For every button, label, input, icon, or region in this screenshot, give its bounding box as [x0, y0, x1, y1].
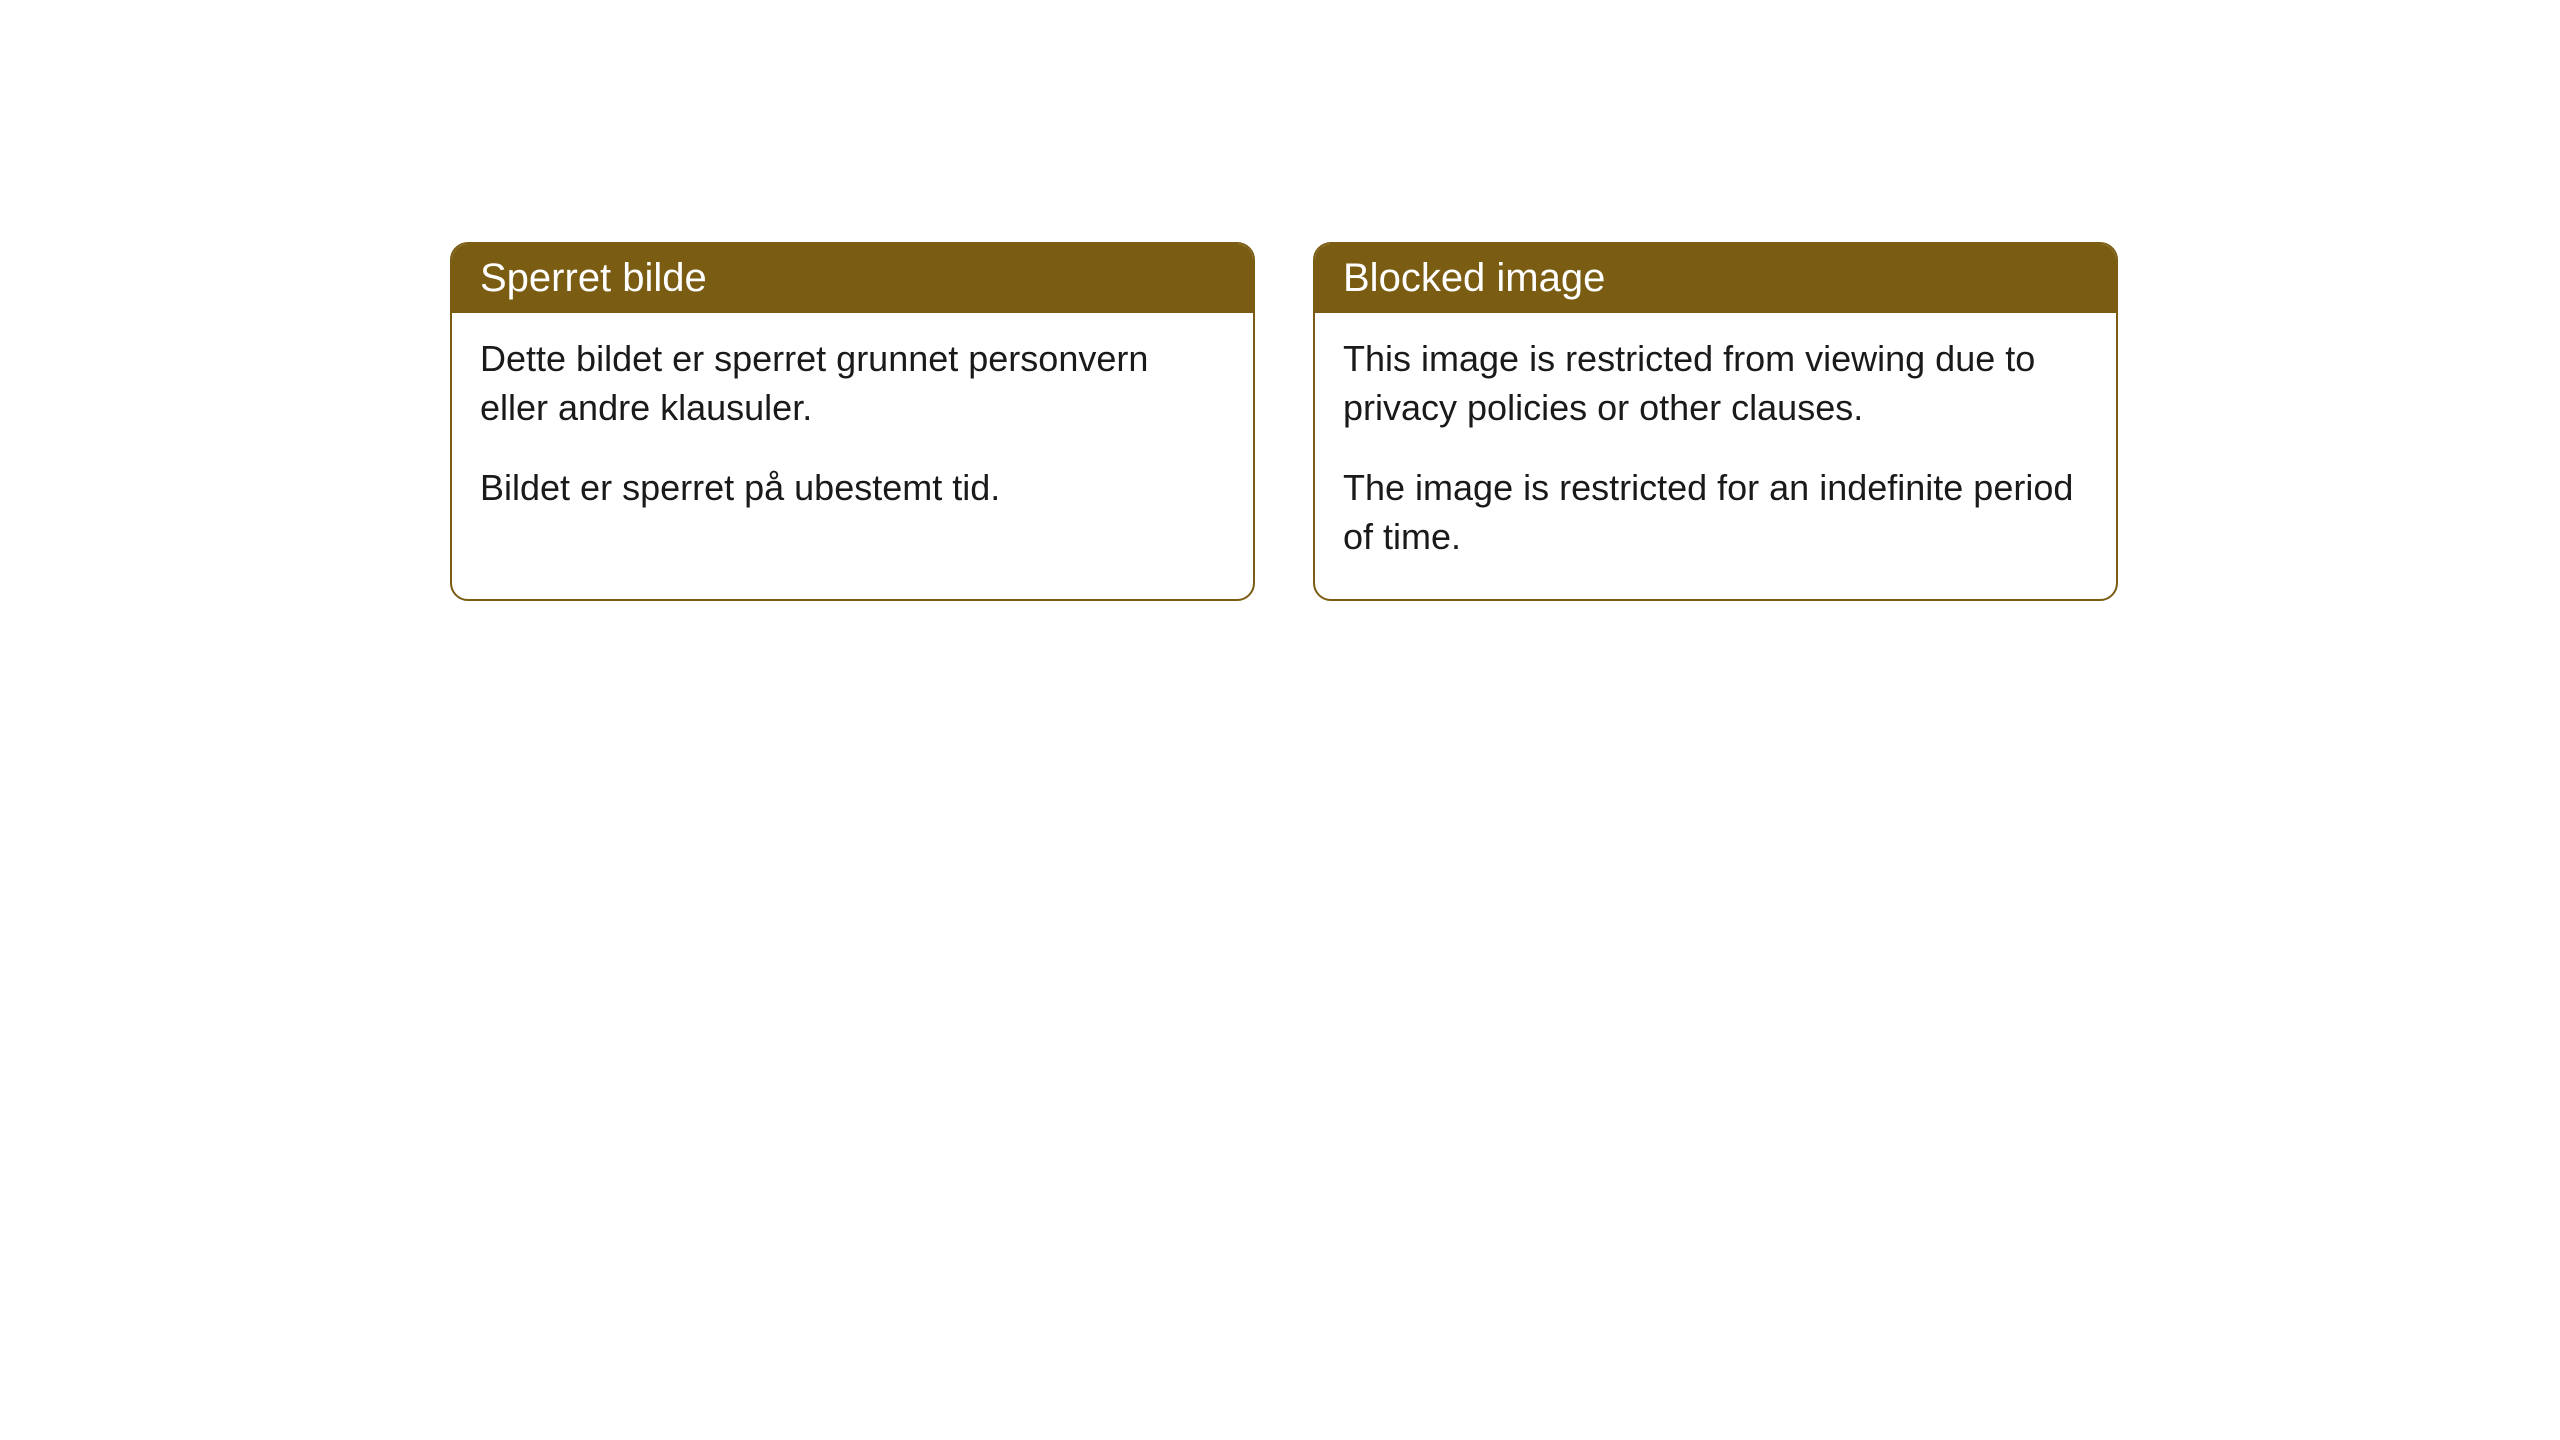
card-body-english: This image is restricted from viewing du… — [1315, 313, 2116, 599]
card-paragraph-2-english: The image is restricted for an indefinit… — [1343, 464, 2088, 561]
card-paragraph-1-english: This image is restricted from viewing du… — [1343, 335, 2088, 432]
card-paragraph-2-norwegian: Bildet er sperret på ubestemt tid. — [480, 464, 1225, 513]
card-header-english: Blocked image — [1315, 244, 2116, 313]
card-title-english: Blocked image — [1343, 256, 1605, 300]
blocked-image-card-english: Blocked image This image is restricted f… — [1313, 242, 2118, 601]
card-paragraph-1-norwegian: Dette bildet er sperret grunnet personve… — [480, 335, 1225, 432]
card-title-norwegian: Sperret bilde — [480, 256, 707, 300]
card-body-norwegian: Dette bildet er sperret grunnet personve… — [452, 313, 1253, 551]
blocked-image-card-norwegian: Sperret bilde Dette bildet er sperret gr… — [450, 242, 1255, 601]
notice-cards-container: Sperret bilde Dette bildet er sperret gr… — [450, 242, 2118, 601]
card-header-norwegian: Sperret bilde — [452, 244, 1253, 313]
